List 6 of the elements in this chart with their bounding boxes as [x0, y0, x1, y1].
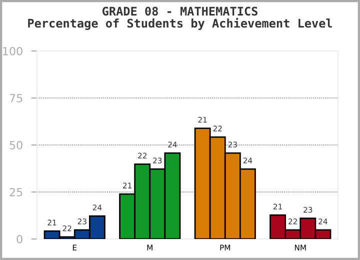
y-tick-label: 100 [3, 46, 22, 56]
y-tick-label: 0 [16, 234, 22, 244]
y-tick-label: 25 [10, 188, 22, 196]
y-tick-label: 50 [10, 140, 22, 150]
chart-title: GRADE 08 - MATHEMATICS Percentage of Students by Achievement Level [28, 6, 332, 30]
y-tick-label: 75 [10, 94, 22, 102]
